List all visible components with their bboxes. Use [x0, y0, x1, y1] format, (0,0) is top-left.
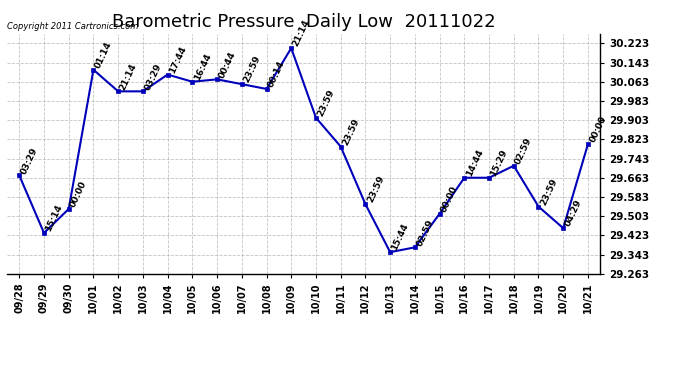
Text: 03:29: 03:29 [143, 62, 163, 92]
Text: 00:00: 00:00 [588, 115, 608, 144]
Text: 02:59: 02:59 [514, 136, 534, 166]
Text: 14:44: 14:44 [464, 148, 485, 178]
Text: 03:29: 03:29 [19, 146, 39, 176]
Text: 15:44: 15:44 [390, 222, 411, 252]
Text: 21:14: 21:14 [118, 62, 139, 92]
Text: 17:44: 17:44 [168, 45, 188, 75]
Text: 23:59: 23:59 [241, 54, 262, 84]
Text: 23:59: 23:59 [366, 174, 386, 204]
Text: 21:14: 21:14 [291, 18, 312, 48]
Text: 23:59: 23:59 [538, 177, 559, 207]
Text: Barometric Pressure  Daily Low  20111022: Barometric Pressure Daily Low 20111022 [112, 13, 495, 31]
Text: 00:44: 00:44 [217, 50, 237, 80]
Text: 04:29: 04:29 [563, 198, 584, 228]
Text: Copyright 2011 Cartronics.com: Copyright 2011 Cartronics.com [7, 22, 138, 32]
Text: 16:44: 16:44 [193, 52, 213, 82]
Text: 02:59: 02:59 [415, 217, 435, 248]
Text: 15:14: 15:14 [44, 203, 64, 233]
Text: 00:14: 00:14 [266, 59, 287, 89]
Text: 00:00: 00:00 [440, 184, 460, 214]
Text: 00:00: 00:00 [69, 180, 89, 209]
Text: 01:14: 01:14 [93, 40, 114, 70]
Text: 15:29: 15:29 [489, 148, 509, 178]
Text: 23:59: 23:59 [341, 117, 361, 147]
Text: 23:59: 23:59 [316, 88, 336, 118]
